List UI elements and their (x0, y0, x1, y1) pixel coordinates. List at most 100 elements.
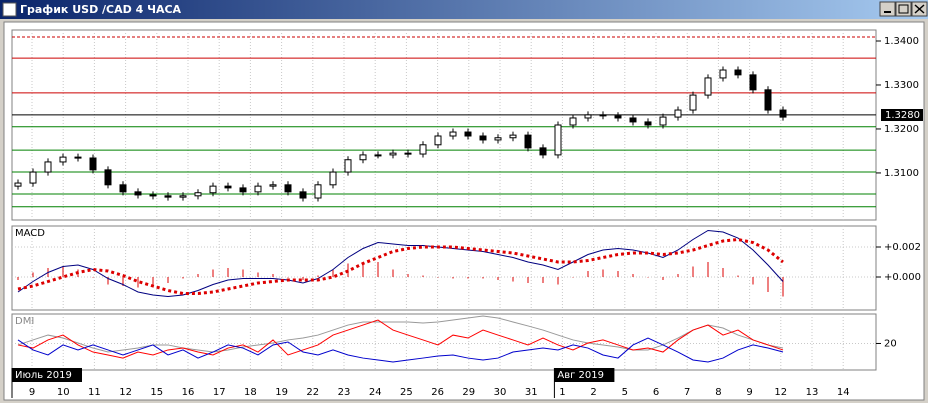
x-tick-label: 16 (182, 387, 195, 398)
candle-body (209, 185, 217, 194)
candle-body (434, 135, 442, 146)
candle-body (644, 121, 652, 126)
x-tick-label: 12 (119, 387, 132, 398)
candle-body (314, 184, 322, 199)
candle-body (119, 184, 127, 193)
close-icon (914, 4, 925, 14)
candle-body (494, 137, 502, 141)
y-tick-label: +0.002 (884, 242, 921, 253)
x-tick-label: 22 (306, 387, 319, 398)
window-buttons[interactable] (879, 1, 928, 17)
candle-body (299, 191, 307, 199)
x-tick-label: 13 (806, 387, 819, 398)
candle-body (734, 69, 742, 76)
month-label: Июль 2019 (15, 370, 72, 381)
candle-body (104, 169, 112, 186)
window-icon (2, 2, 17, 17)
x-tick-label: 1 (559, 387, 565, 398)
y-tick-label: 1.3300 (884, 80, 919, 91)
maximize-button[interactable] (895, 1, 912, 17)
candle-body (239, 187, 247, 193)
x-tick-label: 26 (431, 387, 444, 398)
candle-body (59, 156, 67, 163)
candle-body (89, 157, 97, 171)
panel (11, 29, 877, 221)
x-tick-label: 15 (150, 387, 163, 398)
candle-body (389, 152, 397, 156)
x-tick-label: 30 (494, 387, 507, 398)
x-tick-label: 11 (88, 387, 101, 398)
month-box (554, 368, 615, 382)
candle-body (284, 184, 292, 193)
maximize-icon (898, 4, 909, 14)
x-tick-label: 19 (275, 387, 288, 398)
candle-body (629, 117, 637, 123)
candle-body (329, 171, 337, 186)
candle-body (779, 109, 787, 118)
candle-body (719, 69, 727, 79)
series-line (17, 319, 784, 359)
candle-body (704, 77, 712, 96)
candle-body (764, 89, 772, 111)
minimize-button[interactable] (879, 1, 896, 17)
candle-body (164, 195, 172, 198)
y-tick-label: 1.3200 (884, 124, 919, 135)
x-tick-label: 18 (244, 387, 257, 398)
x-tick-label: 25 (400, 387, 413, 398)
candle-body (464, 131, 472, 137)
candle-body (194, 192, 202, 197)
x-tick-label: 31 (525, 387, 538, 398)
y-tick-label: 1.3400 (884, 36, 919, 47)
candle-body (479, 135, 487, 141)
x-tick-label: 9 (29, 387, 35, 398)
candle-body (689, 94, 697, 111)
series-line (17, 229, 784, 298)
candle-body (359, 154, 367, 161)
panel-title: MACD (15, 228, 45, 239)
candle-body (29, 171, 37, 184)
candle-body (344, 159, 352, 173)
candle-body (659, 116, 667, 126)
candle-body (674, 109, 682, 118)
window-title: График USD /CAD 4 ЧАСА (20, 3, 182, 16)
x-tick-label: 6 (653, 387, 659, 398)
y-tick-label: +0.000 (884, 272, 921, 283)
candle-body (569, 117, 577, 126)
x-tick-label: 23 (338, 387, 351, 398)
candle-body (14, 182, 22, 187)
month-box (12, 368, 82, 382)
x-tick-label: 8 (715, 387, 721, 398)
y-tick-label: 1.3100 (884, 168, 919, 179)
candle-body (509, 134, 517, 139)
candle-body (614, 115, 622, 119)
candle-body (374, 154, 382, 157)
panel-title: DMI (15, 316, 34, 327)
candle-body (539, 147, 547, 156)
x-tick-label: 9 (746, 387, 752, 398)
series-line (17, 315, 784, 353)
candle-body (449, 131, 457, 137)
x-tick-label: 10 (57, 387, 70, 398)
candle-body (749, 74, 757, 91)
candle-body (44, 161, 52, 173)
candle-body (74, 156, 82, 159)
panel (11, 313, 877, 371)
x-tick-label: 24 (369, 387, 382, 398)
y-tick-label: 20 (884, 338, 897, 349)
x-tick-label: 5 (622, 387, 628, 398)
series-line (17, 337, 784, 363)
candle-body (224, 185, 232, 189)
candle-body (254, 185, 262, 193)
x-tick-label: 12 (774, 387, 787, 398)
candle-body (179, 195, 187, 198)
candle-body (404, 152, 412, 155)
month-label: Авг 2019 (557, 370, 604, 381)
candle-body (134, 191, 142, 196)
candle-body (419, 144, 427, 155)
x-tick-label: 2 (590, 387, 596, 398)
panel (11, 225, 877, 311)
candle-body (554, 124, 562, 156)
candle-body (269, 184, 277, 187)
candle-body (584, 114, 592, 119)
